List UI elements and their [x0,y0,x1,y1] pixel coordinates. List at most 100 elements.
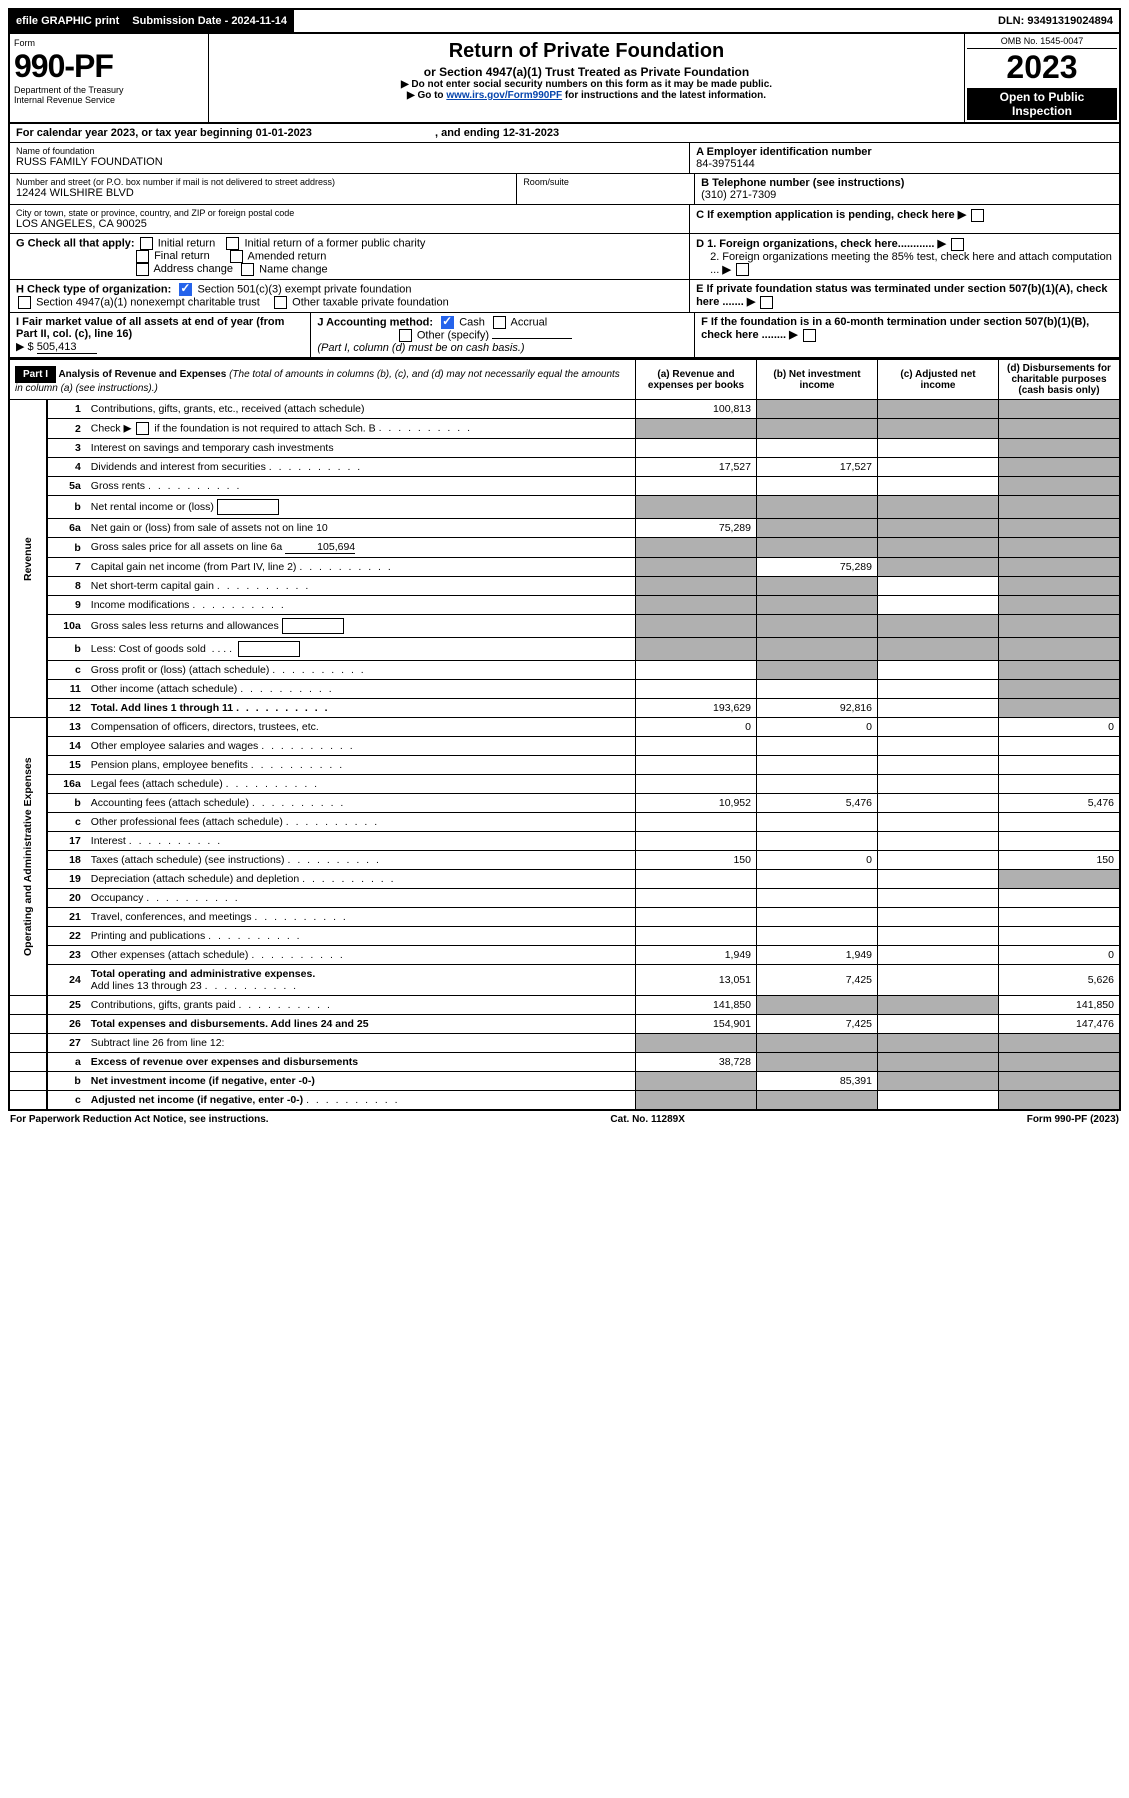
d1-label: D 1. Foreign organizations, check here..… [696,238,934,250]
omb-number: OMB No. 1545-0047 [967,36,1117,49]
line-16b: Accounting fees (attach schedule) [86,794,636,813]
e-check[interactable] [760,296,773,309]
line-24: Total operating and administrative expen… [86,965,636,996]
cal-begin: For calendar year 2023, or tax year begi… [16,127,312,139]
city-label: City or town, state or province, country… [16,208,683,218]
d1-check[interactable] [951,238,964,251]
line-7: Capital gain net income (from Part IV, l… [86,558,636,577]
form-note1: ▶ Do not enter social security numbers o… [213,79,960,90]
h-label: H Check type of organization: [16,284,171,296]
h-e-row: H Check type of organization: Section 50… [8,280,1121,313]
room-label: Room/suite [523,177,688,187]
form-subtitle: or Section 4947(a)(1) Trust Treated as P… [213,65,960,79]
ein-label: A Employer identification number [696,146,1113,158]
line-6a: Net gain or (loss) from sale of assets n… [86,519,636,538]
line-22: Printing and publications [86,927,636,946]
g-label: G Check all that apply: [16,237,135,249]
g-amended-check[interactable] [230,250,243,263]
irs-label: Internal Revenue Service [14,95,204,105]
line-13: Compensation of officers, directors, tru… [86,718,636,737]
part1-table: Part I Analysis of Revenue and Expenses … [8,359,1121,1111]
dept-treasury: Department of the Treasury [14,85,204,95]
line-10b: Less: Cost of goods sold . . . . [86,638,636,661]
irs-link[interactable]: www.irs.gov/Form990PF [446,90,562,101]
c-label: C If exemption application is pending, c… [696,209,955,221]
j-other-check[interactable] [399,329,412,342]
line-8: Net short-term capital gain [86,577,636,596]
schb-check[interactable] [136,422,149,435]
line-12: Total. Add lines 1 through 11 [86,699,636,718]
line-25: Contributions, gifts, grants paid [86,996,636,1015]
line-11: Other income (attach schedule) [86,680,636,699]
expenses-sidebar: Operating and Administrative Expenses [9,718,47,996]
c-checkbox[interactable] [971,209,984,222]
ein-value: 84-3975144 [696,158,1113,170]
addr-value: 12424 WILSHIRE BLVD [16,187,510,199]
g-name-check[interactable] [241,263,254,276]
line-4: Dividends and interest from securities [86,458,636,477]
i-label: I Fair market value of all assets at end… [16,316,284,340]
line-20: Occupancy [86,889,636,908]
name-label: Name of foundation [16,146,683,156]
j-cash-check[interactable] [441,316,454,329]
g-d-row: G Check all that apply: Initial return I… [8,234,1121,280]
e-label: E If private foundation status was termi… [696,283,1107,308]
j-label: J Accounting method: [317,317,433,329]
part1-label: Part I [15,366,56,383]
line-2: Check ▶ if the foundation is not require… [86,419,636,439]
line-15: Pension plans, employee benefits [86,756,636,775]
entity-row-2: Number and street (or P.O. box number if… [8,174,1121,205]
g-initial-check[interactable] [140,237,153,250]
j-accrual-check[interactable] [493,316,506,329]
dln: DLN: 93491319024894 [992,10,1119,32]
cat-no: Cat. No. 11289X [610,1114,684,1125]
tax-year: 2023 [967,49,1117,86]
d2-check[interactable] [736,263,749,276]
g-final-check[interactable] [136,250,149,263]
g-former-check[interactable] [226,237,239,250]
i-value: 505,413 [37,341,97,354]
line-27b: Net investment income (if negative, ente… [86,1072,636,1091]
line-14: Other employee salaries and wages [86,737,636,756]
line-16c: Other professional fees (attach schedule… [86,813,636,832]
form-note2: ▶ Go to www.irs.gov/Form990PF for instru… [213,90,960,101]
form-header: Form 990-PF Department of the Treasury I… [8,34,1121,124]
entity-row-1: Name of foundation RUSS FAMILY FOUNDATIO… [8,143,1121,174]
entity-row-3: City or town, state or province, country… [8,205,1121,234]
col-c: (c) Adjusted net income [878,360,999,400]
city-value: LOS ANGELES, CA 90025 [16,218,683,230]
col-a: (a) Revenue and expenses per books [636,360,757,400]
col-d: (d) Disbursements for charitable purpose… [999,360,1121,400]
line-26: Total expenses and disbursements. Add li… [86,1015,636,1034]
h-501-check[interactable] [179,283,192,296]
line-27a: Excess of revenue over expenses and disb… [86,1053,636,1072]
page-footer: For Paperwork Reduction Act Notice, see … [8,1111,1121,1128]
f-check[interactable] [803,329,816,342]
phone-label: B Telephone number (see instructions) [701,177,1113,189]
line-5b: Net rental income or (loss) [86,496,636,519]
f-label: F If the foundation is in a 60-month ter… [701,316,1089,341]
line-5a: Gross rents [86,477,636,496]
paperwork-notice: For Paperwork Reduction Act Notice, see … [10,1114,269,1125]
line-16a: Legal fees (attach schedule) [86,775,636,794]
line-9: Income modifications [86,596,636,615]
line-10a: Gross sales less returns and allowances [86,615,636,638]
revenue-sidebar: Revenue [9,400,47,718]
h-4947-check[interactable] [18,296,31,309]
line-27: Subtract line 26 from line 12: [86,1034,636,1053]
foundation-name: RUSS FAMILY FOUNDATION [16,156,683,168]
line-18: Taxes (attach schedule) (see instruction… [86,851,636,870]
submission-date: Submission Date - 2024-11-14 [126,10,294,32]
efile-button[interactable]: efile GRAPHIC print [10,10,126,32]
addr-label: Number and street (or P.O. box number if… [16,177,510,187]
h-other-check[interactable] [274,296,287,309]
i-j-f-row: I Fair market value of all assets at end… [8,313,1121,359]
line-1: Contributions, gifts, grants, etc., rece… [86,400,636,419]
line-23: Other expenses (attach schedule) [86,946,636,965]
open-inspection: Open to Public Inspection [967,88,1117,120]
line-27c: Adjusted net income (if negative, enter … [86,1091,636,1111]
line-19: Depreciation (attach schedule) and deple… [86,870,636,889]
l1-a: 100,813 [636,400,757,419]
line-21: Travel, conferences, and meetings [86,908,636,927]
g-addr-check[interactable] [136,263,149,276]
